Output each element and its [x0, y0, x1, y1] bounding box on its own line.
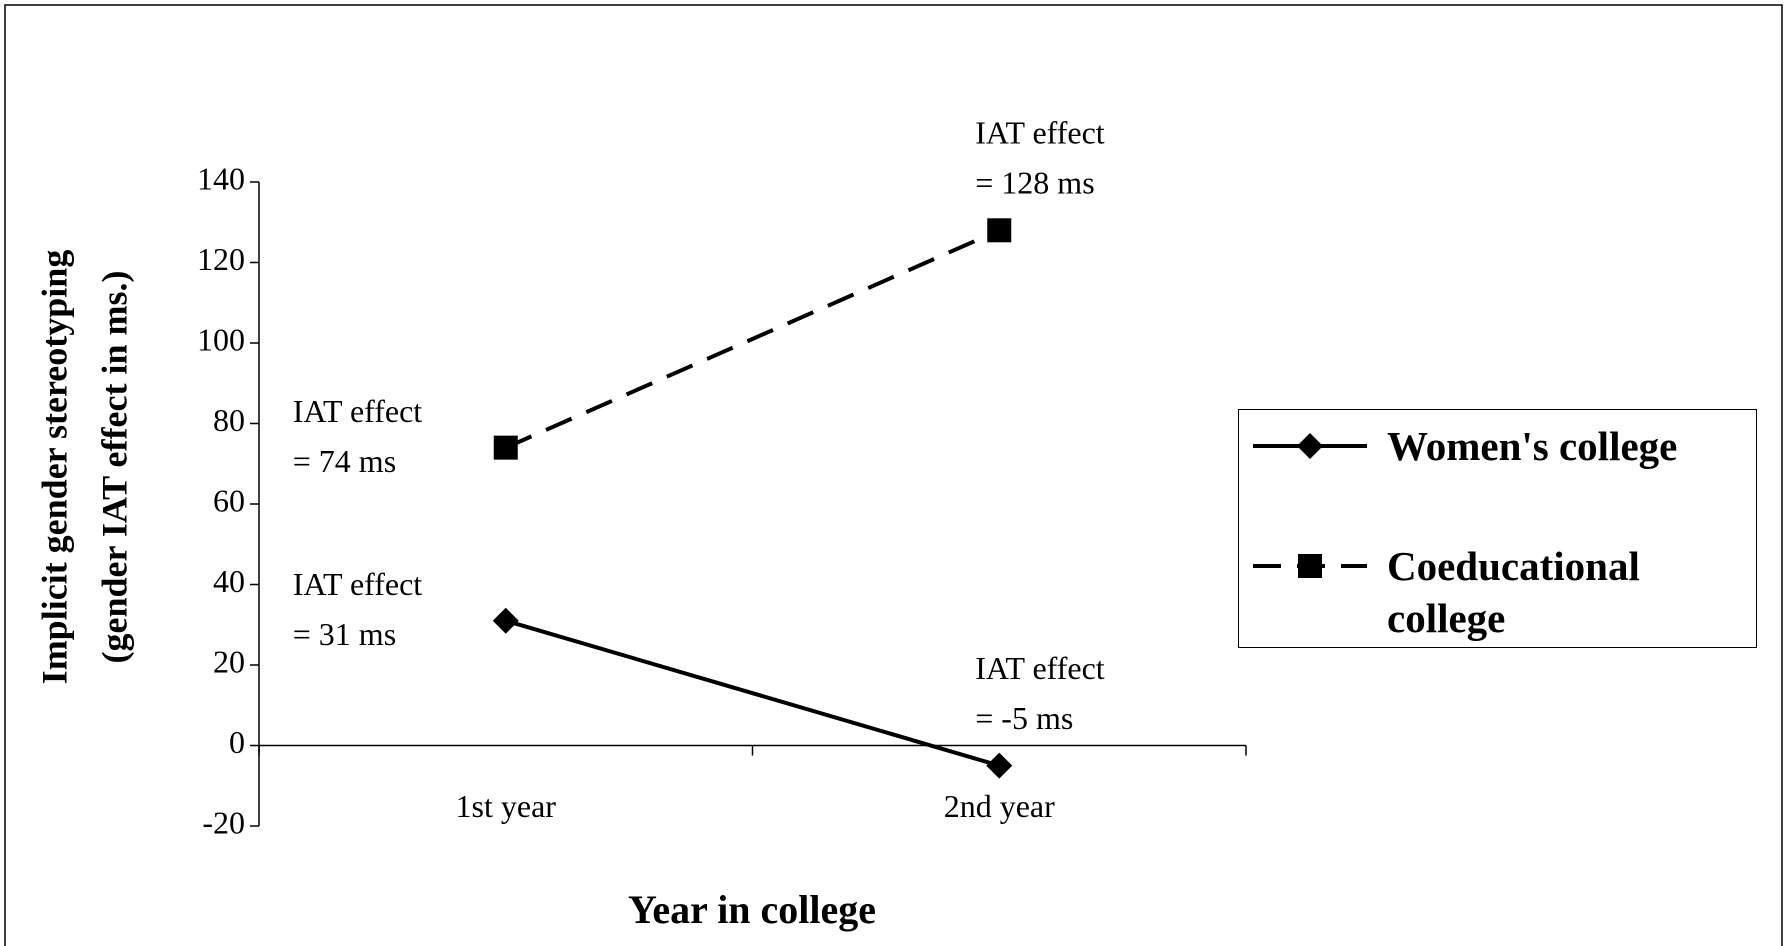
x-tick-label: 1st year [456, 788, 557, 824]
marker [987, 218, 1012, 243]
y-tick-label: 140 [197, 160, 245, 196]
data-label: = 128 ms [975, 165, 1094, 201]
y-axis-title-line: Implicit gender stereotyping [34, 250, 74, 685]
data-label: IAT effect [293, 566, 423, 602]
legend: Women's college Coeducational college [1238, 409, 1757, 648]
y-tick-label: 80 [213, 402, 245, 438]
legend-label: Women's college [1387, 423, 1678, 469]
series-line [504, 228, 1001, 450]
legend-item: Women's college [1239, 420, 1747, 472]
y-tick-label: 120 [197, 241, 245, 277]
y-tick-label: 20 [213, 643, 245, 679]
y-tick-label: 40 [213, 563, 245, 599]
marker [986, 752, 1013, 779]
frame [4, 4, 1783, 946]
y-tick-label: 100 [197, 321, 245, 357]
y-tick-label: 60 [213, 482, 245, 518]
data-label: IAT effect [293, 393, 423, 429]
legend-swatch [1253, 554, 1367, 578]
marker [1297, 433, 1323, 459]
y-tick-label: -20 [202, 804, 245, 840]
data-label: IAT effect [975, 650, 1105, 686]
y-tick-label: 0 [229, 724, 245, 760]
series-line [505, 618, 1000, 768]
x-axis-title: Year in college [628, 887, 876, 932]
marker [1298, 554, 1322, 578]
legend-item: Coeducational college [1239, 540, 1747, 644]
data-label: = 74 ms [293, 443, 396, 479]
legend-label: Coeducational college [1387, 543, 1640, 641]
y-axis-title: Implicit gender stereotyping (gender IAT… [34, 250, 134, 685]
data-label: IAT effect [975, 115, 1105, 151]
marker [492, 607, 519, 634]
data-label: = -5 ms [975, 700, 1073, 736]
marker [493, 435, 518, 460]
legend-swatch [1253, 433, 1367, 459]
data-label: = 31 ms [293, 616, 396, 652]
x-tick-label: 2nd year [944, 788, 1055, 824]
y-axis-title-line: (gender IAT effect in ms.) [94, 271, 134, 664]
